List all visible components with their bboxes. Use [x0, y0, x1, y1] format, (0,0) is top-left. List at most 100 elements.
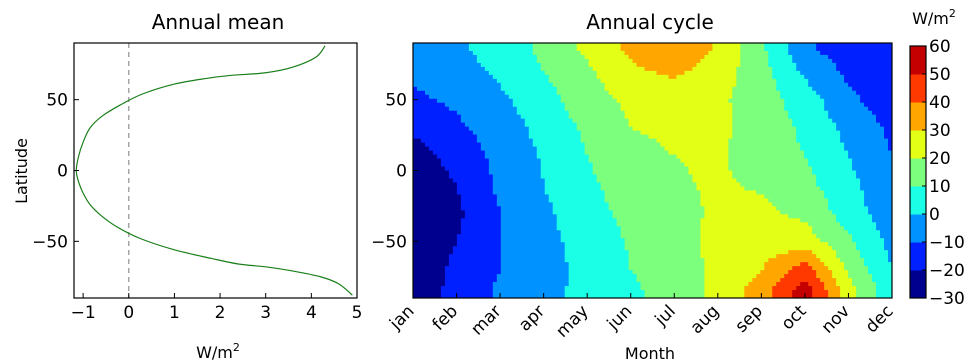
heatmap-cell	[860, 122, 865, 128]
heatmap-cell	[748, 118, 753, 124]
heatmap-cell	[560, 194, 566, 199]
heatmap-cell	[720, 70, 725, 76]
heatmap-cell	[468, 122, 474, 128]
heatmap-cell	[464, 66, 470, 72]
heatmap-cell	[484, 122, 490, 128]
heatmap-cell	[608, 170, 614, 176]
heatmap-cell	[660, 170, 666, 176]
heatmap-cell	[436, 74, 442, 80]
heatmap-cell	[484, 202, 490, 207]
heatmap-cell	[548, 90, 554, 96]
heatmap-cell	[676, 90, 682, 96]
heatmap-cell	[784, 46, 789, 52]
heatmap-cell	[448, 106, 454, 112]
heatmap-cell	[480, 142, 486, 148]
heatmap-cell	[616, 62, 622, 68]
heatmap-cell	[700, 122, 705, 128]
heatmap-cell	[696, 130, 701, 136]
heatmap-cell	[608, 110, 614, 116]
heatmap-cell	[848, 178, 853, 184]
heatmap-cell	[560, 190, 566, 195]
heatmap-cell	[460, 130, 466, 136]
heatmap-cell	[856, 174, 861, 180]
heatmap-cell	[444, 126, 450, 132]
heatmap-cell	[556, 170, 562, 176]
heatmap-cell	[792, 102, 797, 108]
heatmap-cell	[692, 50, 698, 56]
heatmap-cell	[608, 130, 614, 136]
heatmap-cell	[768, 134, 773, 140]
heatmap-cell	[644, 110, 650, 116]
heatmap-cell	[560, 118, 566, 124]
heatmap-cell	[608, 182, 614, 188]
heatmap-cell	[568, 182, 574, 188]
heatmap-cell	[536, 130, 542, 136]
heatmap-cell	[708, 78, 713, 84]
heatmap-cell	[688, 186, 694, 192]
heatmap-cell	[832, 170, 837, 176]
heatmap-cell	[488, 58, 494, 64]
heatmap-cell	[600, 166, 606, 172]
heatmap-cell	[632, 150, 638, 156]
heatmap-cell	[444, 82, 450, 88]
heatmap-cell	[552, 82, 558, 88]
heatmap-cell	[636, 178, 642, 184]
heatmap-cell	[448, 102, 454, 108]
heatmap-cell	[508, 162, 514, 168]
heatmap-cell	[468, 130, 474, 136]
heatmap-cell	[496, 170, 502, 176]
heatmap-cell	[744, 90, 749, 96]
heatmap-cell	[740, 186, 745, 192]
heatmap-cell	[540, 186, 546, 192]
heatmap-cell	[848, 90, 853, 96]
heatmap-cell	[604, 174, 610, 180]
heatmap-cell	[612, 54, 618, 60]
heatmap-cell	[820, 70, 825, 76]
heatmap-cell	[648, 110, 654, 116]
heatmap-cell	[456, 86, 462, 92]
heatmap-cell	[788, 122, 793, 128]
heatmap-cell	[568, 134, 574, 140]
heatmap-cell	[752, 186, 757, 192]
heatmap-cell	[736, 194, 741, 199]
heatmap-cell	[424, 114, 430, 120]
heatmap-cell	[448, 206, 454, 211]
heatmap-cell	[460, 98, 466, 104]
heatmap-cell	[584, 154, 590, 160]
heatmap-cell	[804, 130, 809, 136]
heatmap-cell	[504, 54, 510, 60]
heatmap-cell	[824, 58, 829, 64]
heatmap-cell	[440, 194, 446, 199]
heatmap-cell	[528, 74, 534, 80]
heatmap-cell	[832, 43, 837, 48]
heatmap-cell	[564, 154, 570, 160]
heatmap-cell	[420, 82, 426, 88]
heatmap-cell	[712, 98, 717, 104]
heatmap-cell	[552, 166, 558, 172]
heatmap-cell	[676, 74, 682, 80]
heatmap-cell	[516, 146, 522, 152]
heatmap-cell	[444, 134, 450, 140]
heatmap-cell	[440, 106, 446, 112]
heatmap-cell	[860, 138, 865, 144]
heatmap-cell	[604, 86, 610, 92]
heatmap-cell	[884, 138, 889, 144]
heatmap-cell	[548, 118, 554, 124]
heatmap-cell	[496, 126, 502, 132]
heatmap-cell	[800, 170, 805, 176]
heatmap-cell	[624, 110, 630, 116]
heatmap-cell	[524, 138, 530, 144]
heatmap-cell	[688, 78, 694, 84]
heatmap-cell	[644, 118, 650, 124]
heatmap-cell	[676, 54, 682, 60]
heatmap-cell	[424, 126, 430, 132]
heatmap-cell	[700, 94, 705, 100]
heatmap-cell	[640, 74, 646, 80]
heatmap-cell	[468, 142, 474, 148]
heatmap-cell	[772, 58, 777, 64]
heatmap-cell	[500, 114, 506, 120]
heatmap-cell	[648, 130, 654, 136]
heatmap-cell	[456, 150, 462, 156]
heatmap-cell	[640, 126, 646, 132]
heatmap-cell	[696, 142, 701, 148]
